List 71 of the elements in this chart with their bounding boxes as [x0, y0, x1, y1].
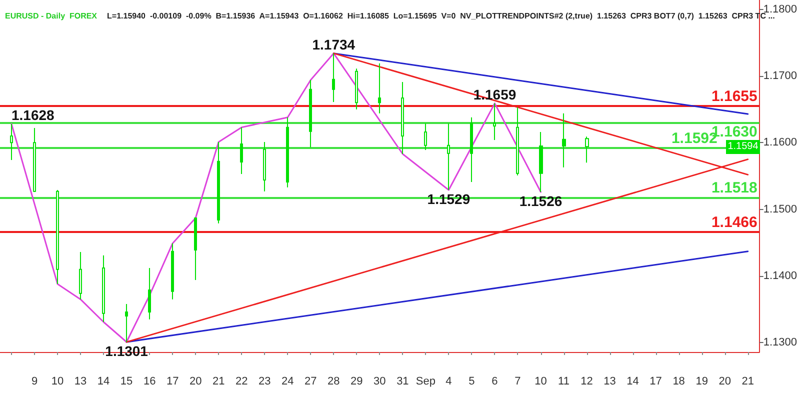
candlestick [79, 252, 82, 300]
x-tick-label: 24 [282, 376, 294, 388]
x-tick-label: 23 [258, 376, 271, 388]
x-tick-label: 27 [304, 376, 317, 388]
x-tick-label: 22 [235, 376, 248, 388]
candlestick [217, 142, 220, 224]
candlestick [125, 304, 128, 342]
candlestick [332, 52, 335, 102]
y-tick-label: 1.1500 [763, 203, 798, 216]
x-tick-label: 18 [672, 376, 685, 388]
x-tick-label: 13 [74, 376, 87, 388]
x-tick-label: 21 [212, 376, 225, 388]
x-tick-label: 31 [396, 376, 409, 388]
candlestick [263, 142, 266, 192]
candlestick [585, 136, 589, 164]
y-tick-label: 1.1600 [763, 136, 798, 149]
x-tick-label: 29 [350, 376, 363, 388]
candlestick [470, 116, 473, 182]
ref-line-label: 1.1466 [711, 214, 758, 231]
candlestick [10, 124, 13, 160]
x-tick-label: 5 [468, 376, 475, 388]
y-tick-label: 1.1400 [763, 270, 798, 282]
candlestick [240, 126, 243, 174]
data-label: 1.1659 [473, 86, 516, 102]
candlestick [286, 116, 289, 188]
candlestick [194, 216, 197, 280]
x-tick-label: 21 [742, 376, 754, 388]
candlestick [102, 254, 105, 322]
candlestick [516, 106, 519, 176]
x-tick-label: 11 [558, 376, 570, 388]
x-tick-label: 10 [534, 376, 547, 388]
ref-line-label: 1.1655 [711, 88, 758, 105]
x-tick-label: 15 [120, 376, 133, 388]
candlestick [309, 80, 312, 148]
candlestick [562, 112, 566, 168]
x-tick-label: 4 [446, 376, 452, 388]
x-tick-label: 16 [143, 376, 156, 388]
x-tick-label: 10 [51, 376, 64, 388]
candlestick [148, 268, 151, 320]
x-tick-label: 28 [328, 376, 340, 388]
candlestick [378, 62, 381, 114]
data-label: 1.1628 [12, 107, 55, 123]
x-tick-label: Sep [416, 376, 436, 388]
x-tick-label: 20 [189, 376, 202, 388]
x-tick-label: 13 [604, 376, 616, 388]
candlestick [447, 122, 450, 190]
y-tick-label: 1.1700 [763, 70, 798, 82]
x-tick-label: 19 [696, 376, 708, 388]
candlestick [493, 102, 496, 140]
x-tick-label: 14 [626, 376, 639, 388]
candlestick [56, 190, 59, 284]
text: EURUSD - Daily FOREX [5, 12, 98, 20]
candlestick [401, 82, 404, 154]
candlestick [355, 68, 358, 110]
candlestick [33, 128, 36, 192]
candlestick [539, 132, 543, 192]
price-tag: 1.1594 [726, 140, 760, 154]
candlestick [424, 122, 427, 150]
data-label: 1.1734 [312, 36, 356, 52]
x-tick-label: 12 [580, 376, 593, 388]
ref-line-label: 1.1518 [711, 179, 758, 196]
candlestick [171, 242, 174, 300]
x-tick-label: 17 [166, 376, 179, 388]
x-tick-label: 14 [97, 376, 110, 388]
x-tick-label: 30 [374, 376, 386, 388]
x-tick-label: 17 [650, 376, 662, 388]
x-tick-label: 20 [718, 376, 731, 388]
x-tick-label: 9 [31, 376, 38, 388]
x-tick-label: 7 [514, 376, 521, 388]
x-tick-label: 6 [492, 376, 498, 388]
y-tick-label: 1.1300 [763, 336, 798, 349]
